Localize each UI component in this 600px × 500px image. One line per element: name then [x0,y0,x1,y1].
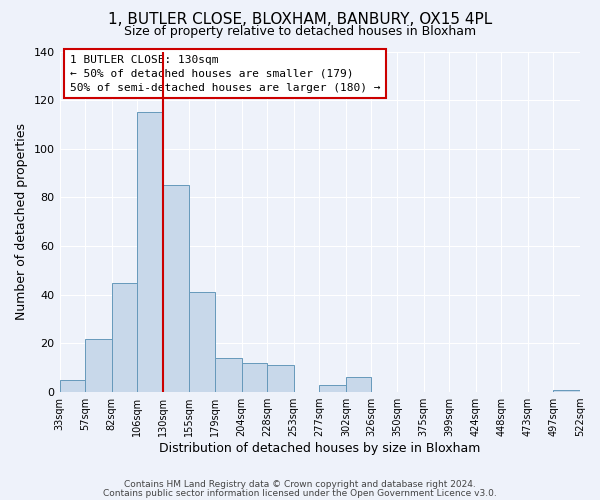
Bar [163,186,190,392]
Text: Size of property relative to detached houses in Bloxham: Size of property relative to detached ho… [124,25,476,38]
Bar [242,363,267,392]
Bar [137,112,163,392]
Bar [553,390,580,392]
Text: Contains HM Land Registry data © Crown copyright and database right 2024.: Contains HM Land Registry data © Crown c… [124,480,476,489]
Text: 1 BUTLER CLOSE: 130sqm
← 50% of detached houses are smaller (179)
50% of semi-de: 1 BUTLER CLOSE: 130sqm ← 50% of detached… [70,55,380,93]
Bar [267,366,293,392]
Text: 1, BUTLER CLOSE, BLOXHAM, BANBURY, OX15 4PL: 1, BUTLER CLOSE, BLOXHAM, BANBURY, OX15 … [108,12,492,28]
Bar [59,380,85,392]
Bar [215,358,242,392]
Y-axis label: Number of detached properties: Number of detached properties [15,124,28,320]
Bar [112,282,137,392]
Bar [85,338,112,392]
X-axis label: Distribution of detached houses by size in Bloxham: Distribution of detached houses by size … [159,442,481,455]
Bar [319,385,346,392]
Bar [190,292,215,392]
Bar [346,378,371,392]
Text: Contains public sector information licensed under the Open Government Licence v3: Contains public sector information licen… [103,488,497,498]
